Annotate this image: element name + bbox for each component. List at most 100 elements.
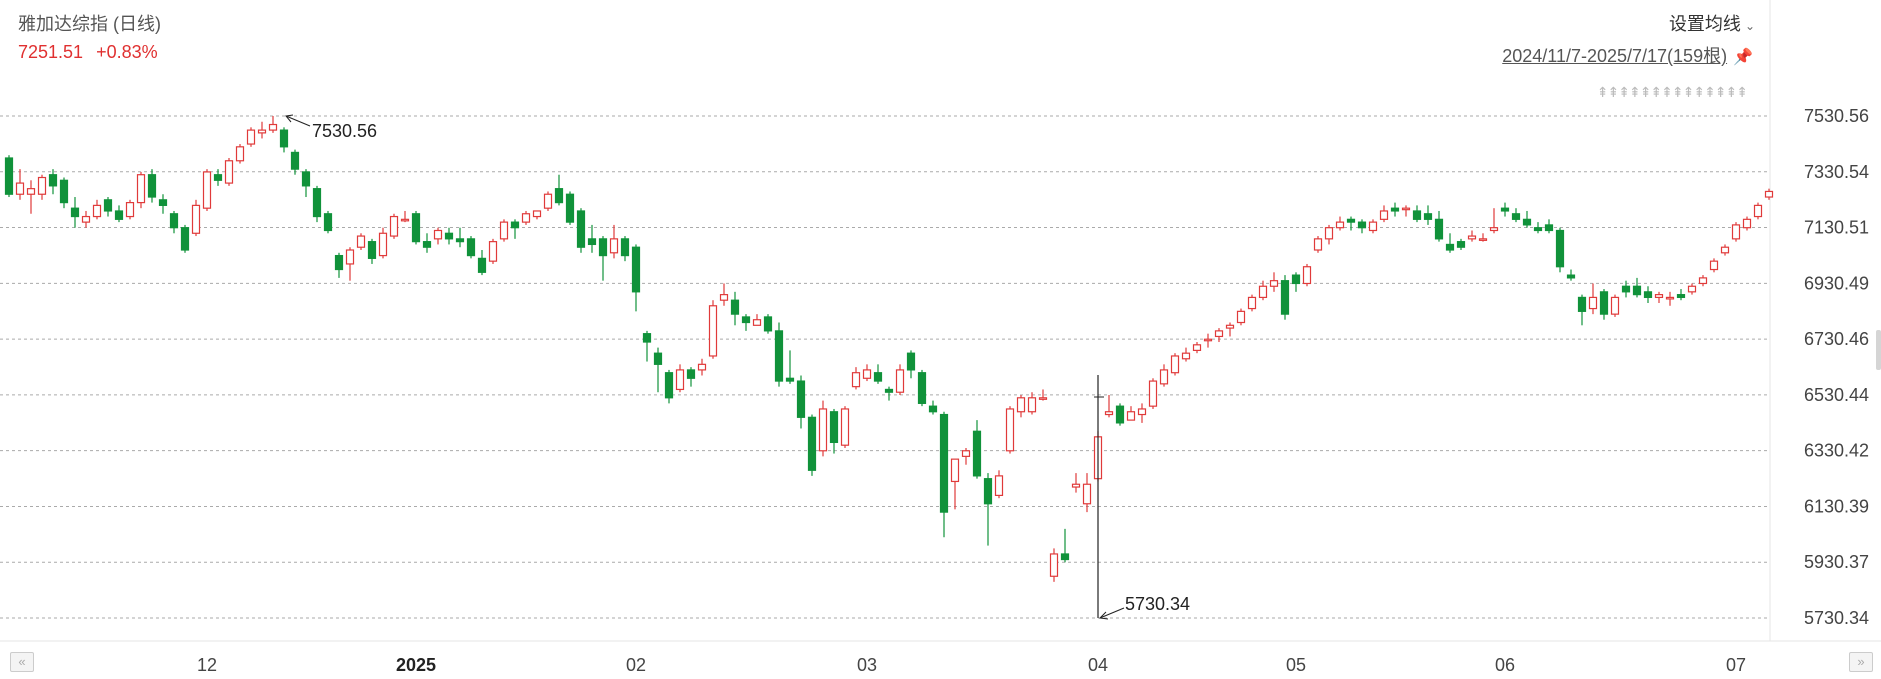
candle-body: [1599, 291, 1609, 315]
candle-body: [15, 182, 25, 195]
candle: [1588, 283, 1598, 315]
candle-body: [1753, 204, 1763, 218]
candle-body: [1588, 296, 1598, 310]
candle-body: [114, 210, 124, 220]
candle-body: [972, 430, 982, 477]
candle: [730, 291, 740, 326]
candle: [1753, 202, 1763, 220]
candle-body: [257, 129, 267, 134]
candle: [1170, 353, 1180, 376]
candle-body: [1654, 294, 1664, 299]
price-line: 7251.51 +0.83%: [18, 42, 166, 63]
candle: [565, 191, 575, 225]
candle: [499, 219, 509, 242]
candle: [1126, 406, 1136, 421]
candle: [1489, 208, 1499, 234]
candle: [510, 219, 520, 239]
candle-body: [1280, 280, 1290, 315]
candle-body: [147, 174, 157, 198]
candle: [1258, 280, 1268, 301]
x-tick-label: 02: [626, 655, 646, 675]
candle-body: [1302, 266, 1312, 285]
candle-body: [1335, 221, 1345, 229]
candle: [367, 238, 377, 264]
candle: [1313, 236, 1323, 253]
candle: [466, 236, 476, 259]
candle-body: [631, 246, 641, 293]
candle: [664, 369, 674, 404]
candle-body: [213, 174, 223, 181]
candle-body: [686, 369, 696, 379]
date-range-link[interactable]: 2024/11/7-2025/7/17(159根): [1502, 46, 1728, 66]
candle: [1500, 202, 1510, 217]
candle-body: [279, 129, 289, 148]
candle-body: [444, 232, 454, 240]
pin-icon[interactable]: 📌: [1733, 49, 1753, 66]
candle-body: [1621, 285, 1631, 293]
candle: [1511, 208, 1521, 223]
candle: [488, 238, 498, 264]
candle: [444, 227, 454, 245]
candle: [1346, 216, 1356, 231]
candle-body: [598, 238, 608, 257]
candle-body: [675, 369, 685, 391]
candle: [532, 210, 542, 220]
candle-body: [1566, 274, 1576, 279]
candle: [620, 236, 630, 262]
candle-body: [290, 151, 300, 170]
candle-body: [1533, 227, 1543, 232]
candle-body: [851, 372, 861, 388]
candle-body: [378, 232, 388, 257]
candle-body: [455, 238, 465, 243]
ma-setting-label: 设置均线: [1668, 14, 1741, 34]
candle-body: [1676, 294, 1686, 299]
candle: [279, 127, 289, 153]
arrow-strip: ⇞⇞⇞⇞⇞⇞⇞⇞⇞⇞⇞⇞⇞⇞: [1596, 84, 1748, 100]
candle: [785, 350, 795, 384]
candle: [224, 157, 234, 186]
candle: [433, 227, 443, 245]
double-chevron-right-icon[interactable]: »: [1849, 652, 1873, 672]
ma-setting-button[interactable]: 设置均线 ⌄: [1669, 10, 1755, 36]
candle: [1445, 233, 1455, 253]
x-tick-label: 2025: [396, 655, 436, 675]
candle: [81, 210, 91, 228]
gridlines: [0, 0, 1881, 642]
candle-body: [1203, 338, 1213, 342]
candle: [1390, 202, 1400, 217]
candle: [158, 194, 168, 214]
candle: [202, 169, 212, 211]
side-resize-handle[interactable]: [1876, 330, 1881, 370]
candle: [1159, 364, 1169, 387]
candle: [1357, 219, 1367, 234]
candle: [829, 408, 839, 454]
candle: [1709, 258, 1719, 273]
candle-body: [719, 294, 729, 301]
candle: [455, 227, 465, 248]
candle: [1577, 294, 1587, 326]
candle-body: [884, 388, 894, 393]
change-percent: +0.83%: [96, 42, 158, 62]
double-chevron-left-icon[interactable]: «: [10, 652, 34, 672]
candle-body: [59, 179, 69, 204]
candle-body: [1137, 408, 1147, 416]
candle: [1467, 230, 1477, 242]
candle-body: [1445, 243, 1455, 251]
candle-body: [1082, 483, 1092, 505]
candle-body: [1357, 221, 1367, 229]
candle: [1676, 289, 1686, 301]
candle-body: [1764, 190, 1774, 198]
candle-body: [1115, 405, 1125, 424]
candle: [323, 210, 333, 234]
candle-body: [1577, 296, 1587, 312]
candle: [686, 367, 696, 387]
candle: [1423, 205, 1433, 225]
candle: [1434, 210, 1444, 242]
candle-body: [664, 372, 674, 399]
candle-body: [840, 408, 850, 446]
candle: [1005, 406, 1015, 454]
candle: [246, 127, 256, 147]
candle: [1412, 205, 1422, 223]
candle-body: [1027, 397, 1037, 413]
